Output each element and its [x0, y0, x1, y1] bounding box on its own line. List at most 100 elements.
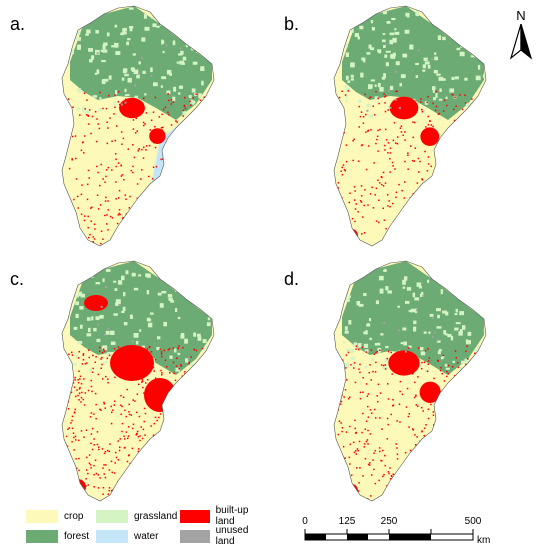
built-up-speck	[149, 496, 152, 498]
built-up-speck	[417, 244, 420, 246]
built-up-speck	[189, 405, 191, 408]
built-up-speck	[160, 127, 163, 129]
built-up-speck	[443, 178, 446, 181]
grassland-patch	[443, 330, 447, 335]
built-up-speck	[65, 147, 67, 149]
built-up-speck	[480, 217, 483, 220]
built-up-speck	[95, 356, 97, 358]
grassland-patch	[473, 50, 477, 55]
built-up-speck	[79, 378, 81, 380]
built-up-speck	[449, 484, 452, 486]
built-up-north	[63, 291, 73, 303]
built-up-speck	[338, 420, 341, 422]
built-up-speck	[178, 345, 180, 347]
built-up-speck	[207, 423, 209, 425]
built-up-speck	[180, 365, 182, 367]
built-up-speck	[180, 152, 183, 155]
built-up-speck	[209, 439, 212, 441]
built-up-speck	[65, 435, 68, 438]
grassland-patch	[479, 346, 482, 352]
built-up-speck	[375, 142, 377, 145]
built-up-speck	[99, 346, 101, 349]
grassland-patch	[400, 342, 405, 345]
built-up-speck	[435, 105, 438, 108]
built-up-speck	[432, 414, 435, 416]
built-up-speck	[371, 412, 373, 414]
built-up-speck	[392, 202, 394, 205]
grassland-patch	[191, 88, 196, 93]
built-up-speck	[355, 345, 358, 347]
built-up-speck	[204, 160, 206, 163]
built-up-speck	[199, 115, 202, 118]
built-up-speck	[413, 233, 416, 236]
built-up-speck	[202, 467, 205, 470]
built-up-speck	[374, 371, 377, 373]
grassland-patch	[344, 84, 348, 89]
built-up-speck	[443, 482, 445, 485]
built-up-speck	[119, 213, 121, 216]
built-up-speck	[337, 236, 339, 239]
built-up-speck	[471, 136, 473, 139]
built-up-speck	[372, 207, 375, 209]
built-up-speck	[435, 478, 437, 481]
built-up-speck	[196, 204, 198, 206]
built-up-speck	[203, 479, 206, 482]
built-up-speck	[140, 466, 142, 468]
grassland-patch	[206, 322, 211, 327]
grassland-patch	[345, 43, 348, 48]
built-up-speck	[395, 90, 397, 93]
unused-land-speck	[431, 58, 434, 61]
built-up-speck	[184, 178, 186, 180]
built-up-speck	[146, 379, 149, 381]
built-up-speck	[185, 466, 187, 469]
built-up-speck	[99, 408, 101, 411]
built-up-speck	[146, 448, 149, 450]
built-up-speck	[67, 389, 69, 391]
built-up-speck	[199, 172, 202, 175]
built-up-speck	[70, 122, 73, 124]
built-up-speck	[71, 415, 74, 418]
built-up-south	[346, 484, 358, 498]
grassland-patch	[444, 333, 448, 336]
built-up-speck	[132, 119, 135, 121]
grassland-patch	[118, 280, 123, 285]
built-up-speck	[205, 444, 207, 446]
built-up-speck	[359, 200, 362, 202]
built-up-speck	[451, 93, 453, 96]
built-up-speck	[143, 461, 146, 463]
built-up-speck	[179, 140, 182, 142]
grassland-patch	[83, 15, 87, 20]
grassland-patch	[162, 50, 165, 54]
built-up-speck	[167, 348, 170, 351]
grassland-patch	[457, 14, 463, 20]
built-up-speck	[432, 125, 434, 128]
built-up-speck	[484, 462, 486, 464]
grassland-patch	[375, 300, 380, 305]
grassland-patch	[98, 107, 103, 111]
built-up-speck	[467, 496, 470, 499]
built-up-speck	[128, 494, 130, 497]
built-up-speck	[81, 184, 83, 186]
built-up-speck	[398, 490, 400, 492]
built-up-speck	[164, 106, 167, 109]
unused-land-speck	[187, 357, 190, 360]
built-up-speck	[384, 364, 387, 366]
grassland-patch	[138, 274, 142, 277]
built-up-speck	[368, 462, 371, 464]
built-up-speck	[461, 212, 464, 214]
built-up-speck	[205, 499, 208, 501]
built-up-speck	[189, 159, 191, 162]
built-up-speck	[144, 480, 146, 482]
built-up-speck	[439, 229, 441, 232]
built-up-speck	[417, 479, 420, 482]
built-up-speck	[175, 365, 178, 367]
built-up-speck	[83, 135, 86, 137]
grassland-patch	[75, 313, 79, 319]
scale-bar-graphic	[304, 529, 474, 541]
unused-land-speck	[96, 52, 99, 55]
built-up-speck	[195, 395, 198, 397]
built-up-speck	[360, 201, 363, 203]
grassland-patch	[368, 84, 371, 89]
grassland-patch	[86, 333, 92, 337]
grassland-patch	[400, 74, 406, 79]
